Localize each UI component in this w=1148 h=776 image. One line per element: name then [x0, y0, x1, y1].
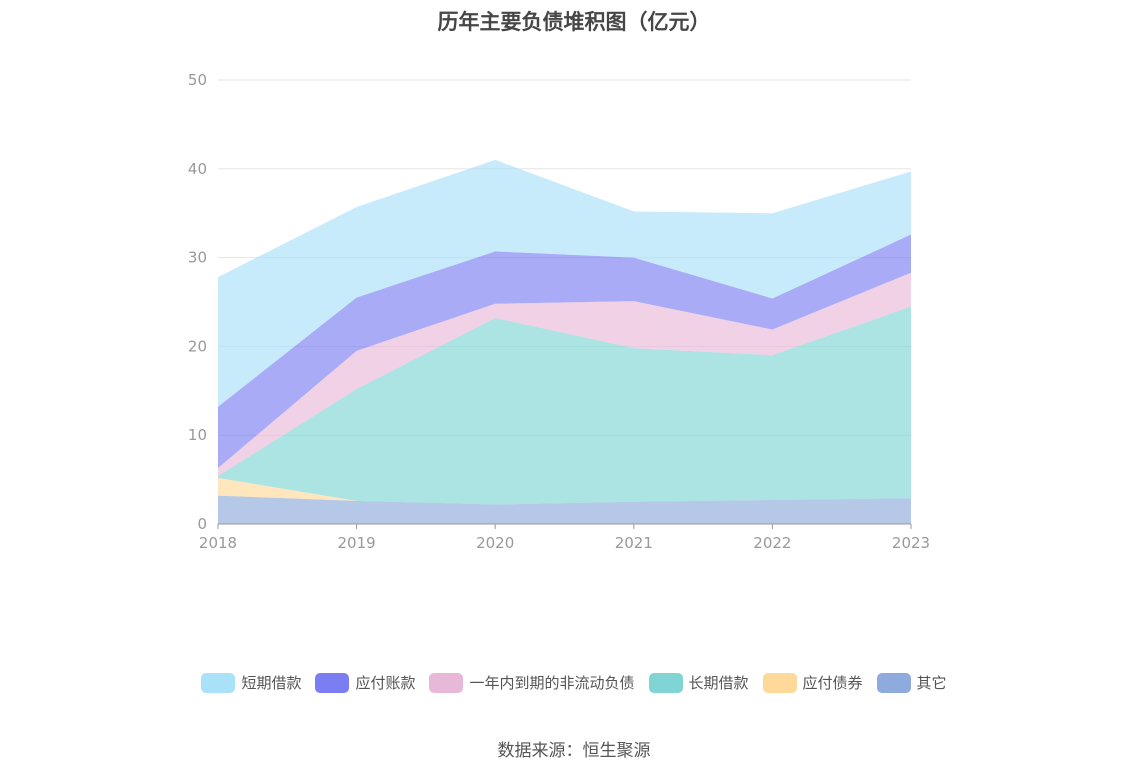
- y-tick-label: 0: [197, 515, 207, 533]
- area-series: [218, 495, 911, 524]
- legend-item[interactable]: 一年内到期的非流动负债: [429, 672, 635, 693]
- x-tick-label: 2018: [199, 534, 237, 552]
- x-tick-label: 2021: [615, 534, 653, 552]
- chart-title: 历年主要负债堆积图（亿元）: [437, 10, 711, 34]
- legend-item[interactable]: 应付债券: [762, 672, 863, 693]
- x-tick-label: 2023: [892, 534, 930, 552]
- legend-swatch: [648, 672, 683, 693]
- x-tick-label: 2020: [476, 534, 514, 552]
- legend-label: 应付账款: [355, 674, 416, 692]
- x-tick-label: 2019: [338, 534, 376, 552]
- legend-label: 长期借款: [688, 674, 749, 692]
- legend-swatch: [201, 672, 236, 693]
- legend-swatch: [876, 672, 911, 693]
- x-tick-label: 2022: [753, 534, 791, 552]
- area-series: [218, 306, 911, 505]
- y-tick-label: 30: [188, 249, 207, 267]
- y-tick-label: 40: [188, 160, 207, 178]
- y-tick-label: 10: [188, 426, 207, 444]
- legend-swatch: [429, 672, 464, 693]
- legend-item[interactable]: 其它: [876, 672, 947, 693]
- legend-swatch: [762, 672, 797, 693]
- data-source-note: 数据来源：恒生聚源: [497, 741, 651, 761]
- y-tick-label: 50: [188, 71, 207, 89]
- legend-swatch: [315, 672, 350, 693]
- area-series: [218, 234, 911, 469]
- legend-label: 一年内到期的非流动负债: [469, 674, 635, 692]
- legend-label: 其它: [916, 674, 947, 692]
- area-series: [218, 159, 911, 407]
- y-tick-label: 20: [188, 337, 207, 355]
- legend-label: 应付债券: [802, 674, 863, 692]
- legend-item[interactable]: 应付账款: [315, 672, 415, 693]
- legend-label: 短期借款: [241, 674, 302, 692]
- chart-legend: 短期借款 应付账款 一年内到期的非流动负债 长期借款 应付债券 其它: [0, 672, 1148, 693]
- stacked-area-chart: 0 10 20 30 40 50 2018 2019 2020 2021 2022 2023: [188, 71, 930, 552]
- legend-item[interactable]: 短期借款: [201, 672, 301, 693]
- area-series: [218, 272, 911, 477]
- legend-item[interactable]: 长期借款: [648, 672, 749, 693]
